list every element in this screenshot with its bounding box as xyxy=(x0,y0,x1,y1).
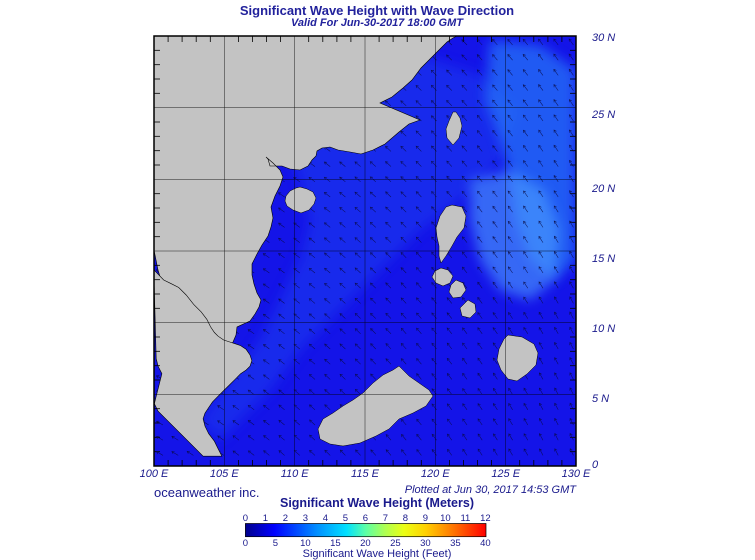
svg-text:35: 35 xyxy=(450,538,461,549)
svg-text:2: 2 xyxy=(283,513,288,524)
svg-text:Significant Wave Height (Meter: Significant Wave Height (Meters) xyxy=(280,496,474,510)
svg-text:130 E: 130 E xyxy=(562,468,591,480)
svg-text:1: 1 xyxy=(263,513,268,524)
svg-text:9: 9 xyxy=(423,513,428,524)
svg-text:125 E: 125 E xyxy=(491,468,520,480)
svg-text:Significant Wave Height (Feet): Significant Wave Height (Feet) xyxy=(303,548,452,560)
svg-text:7: 7 xyxy=(383,513,388,524)
svg-text:3: 3 xyxy=(303,513,308,524)
svg-text:30 N: 30 N xyxy=(592,32,615,44)
svg-text:5 N: 5 N xyxy=(592,393,609,405)
svg-text:110 E: 110 E xyxy=(281,468,310,480)
svg-text:10 N: 10 N xyxy=(592,323,615,335)
svg-text:Significant Wave Height with W: Significant Wave Height with Wave Direct… xyxy=(240,3,514,18)
svg-text:120 E: 120 E xyxy=(421,468,450,480)
svg-text:115 E: 115 E xyxy=(351,468,380,480)
svg-text:5: 5 xyxy=(273,538,278,549)
svg-text:6: 6 xyxy=(363,513,368,524)
svg-text:oceanweather inc.: oceanweather inc. xyxy=(154,485,260,500)
svg-text:5: 5 xyxy=(343,513,348,524)
svg-text:0: 0 xyxy=(243,513,248,524)
svg-text:105 E: 105 E xyxy=(210,468,239,480)
svg-text:Valid For Jun-30-2017 18:00 GM: Valid For Jun-30-2017 18:00 GMT xyxy=(291,17,464,29)
svg-text:4: 4 xyxy=(323,513,328,524)
svg-text:25 N: 25 N xyxy=(591,109,615,121)
svg-text:11: 11 xyxy=(460,513,470,524)
svg-text:20 N: 20 N xyxy=(591,183,615,195)
svg-text:12: 12 xyxy=(480,513,491,524)
svg-text:0: 0 xyxy=(243,538,248,549)
svg-text:10: 10 xyxy=(440,513,451,524)
svg-text:100 E: 100 E xyxy=(140,468,169,480)
svg-text:0: 0 xyxy=(592,459,599,471)
svg-text:40: 40 xyxy=(480,538,491,549)
svg-text:Plotted at Jun 30, 2017 14:53: Plotted at Jun 30, 2017 14:53 GMT xyxy=(405,484,578,496)
svg-text:15 N: 15 N xyxy=(592,253,615,265)
svg-text:8: 8 xyxy=(403,513,408,524)
